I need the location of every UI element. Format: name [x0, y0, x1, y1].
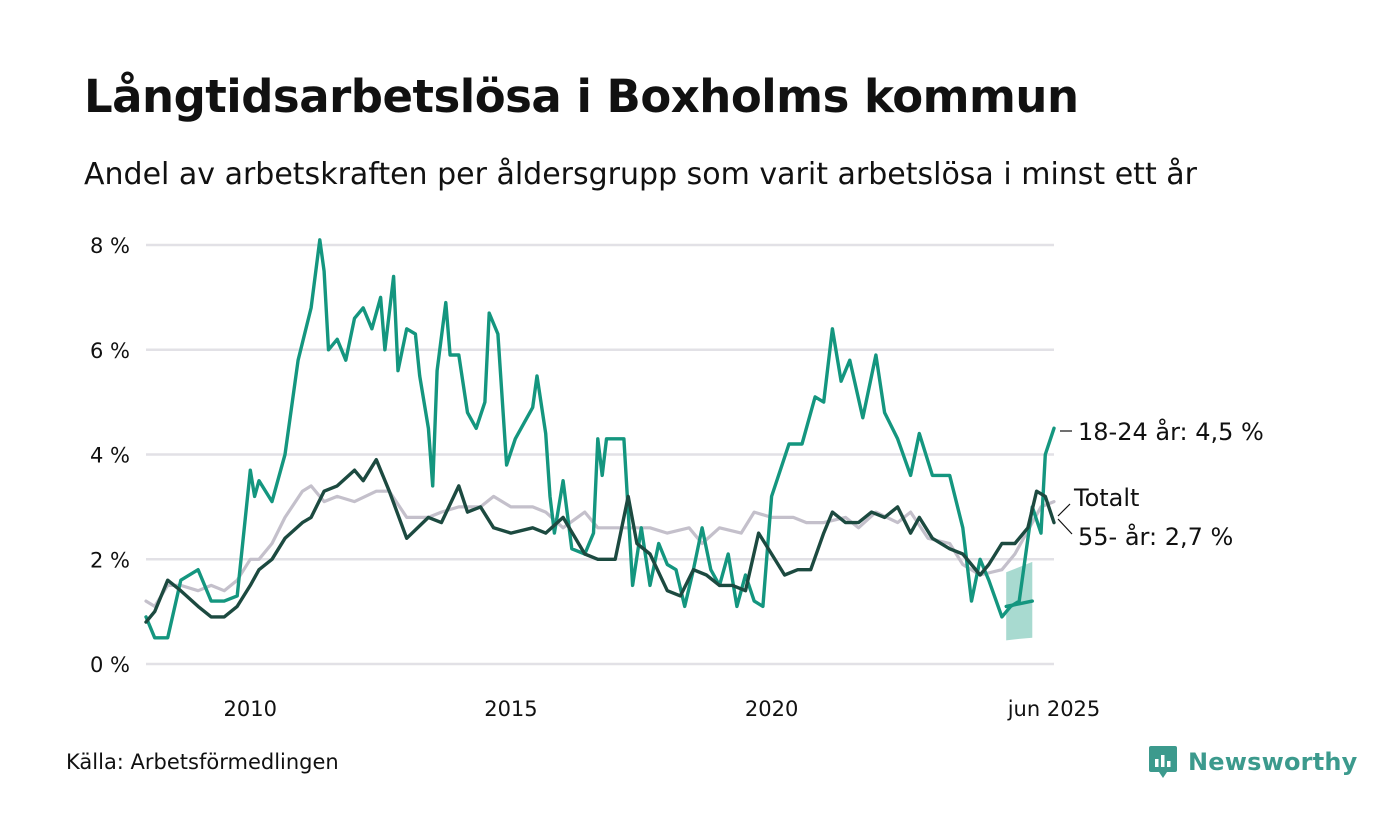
y-tick-label: 2 %	[90, 548, 130, 572]
y-tick-labels: 0 % 2 % 4 % 6 % 8 %	[90, 234, 130, 677]
brand-name: Newsworthy	[1188, 748, 1358, 776]
older-label-leader	[1057, 518, 1073, 535]
x-tick-label: 2010	[224, 697, 277, 721]
page-subtitle: Andel av arbetskraften per åldersgrupp s…	[84, 157, 1197, 192]
y-tick-label: 6 %	[90, 339, 130, 363]
newsworthy-logo-icon	[1149, 746, 1177, 778]
y-tick-label: 8 %	[90, 234, 130, 258]
series-layer	[144, 238, 1056, 640]
end-labels: 18-24 år: 4,5 % Totalt 55- år: 2,7 %	[1057, 417, 1264, 551]
x-tick-label: jun 2025	[1007, 697, 1101, 721]
end-label-total: Totalt	[1073, 484, 1139, 512]
source-note: Källa: Arbetsförmedlingen	[66, 750, 339, 774]
series-line-older	[144, 458, 1056, 624]
series-line-youth	[144, 238, 1056, 640]
y-tick-label: 0 %	[90, 653, 130, 677]
y-tick-label: 4 %	[90, 444, 130, 468]
total-label-leader	[1057, 503, 1071, 517]
x-tick-labels: 2010 2015 2020 jun 2025	[224, 697, 1101, 721]
page-title: Långtidsarbetslösa i Boxholms kommun	[84, 70, 1079, 123]
end-label-older: 55- år: 2,7 %	[1078, 522, 1233, 551]
brand-logo: Newsworthy	[1148, 742, 1358, 782]
end-label-youth: 18-24 år: 4,5 %	[1078, 417, 1264, 446]
series-line-total	[144, 484, 1056, 609]
x-tick-label: 2020	[745, 697, 798, 721]
x-tick-label: 2015	[484, 697, 537, 721]
